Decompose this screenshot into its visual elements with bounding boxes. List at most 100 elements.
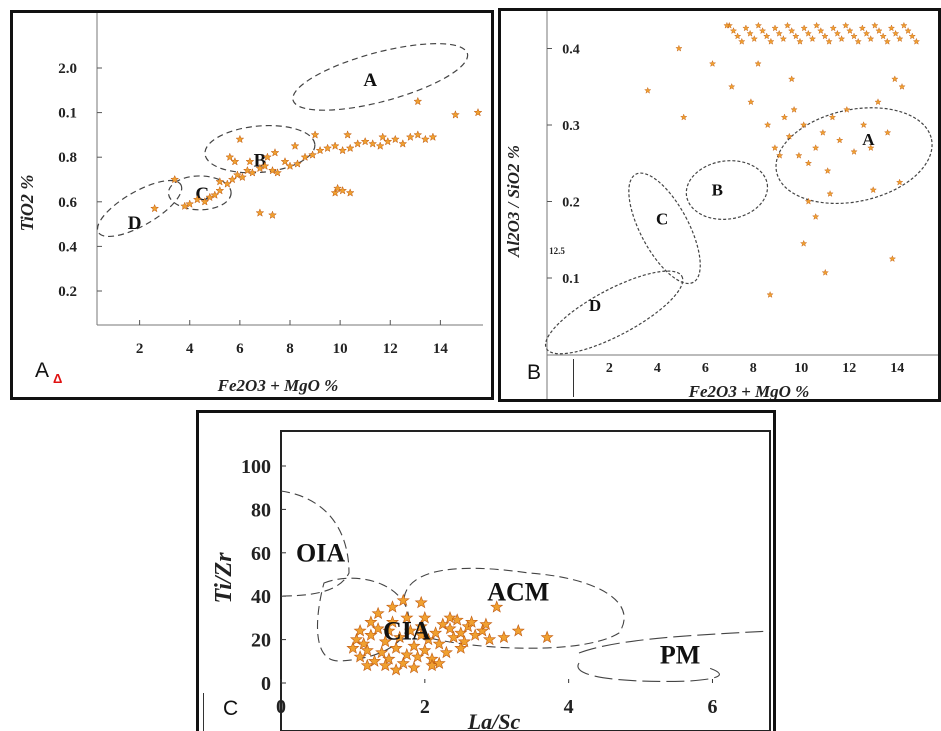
b-point-star: [836, 136, 844, 144]
a-point-star: [242, 165, 252, 175]
a-point-star: [293, 159, 302, 168]
c-point-star: [432, 637, 446, 650]
c-y-tick-label: 60: [251, 543, 271, 565]
b-point-star: [875, 27, 883, 34]
b-point-star: [850, 148, 858, 155]
b-point-star: [819, 128, 827, 136]
a-point-star: [378, 132, 388, 141]
c-point-star: [378, 634, 392, 648]
a-point-star: [315, 145, 325, 155]
b-point-star: [776, 151, 784, 159]
b-point-star: [817, 27, 825, 34]
c-point-star: [389, 641, 403, 654]
a-y-tick-label: 0.2: [58, 284, 77, 300]
c-y-tick-label: 40: [251, 586, 271, 608]
a-point-star: [353, 139, 363, 148]
a-point-star: [333, 183, 343, 193]
b-field-b: [685, 160, 769, 220]
b-point-star: [764, 121, 772, 129]
b-x-tick-label: 10: [794, 361, 808, 376]
c-point-star: [357, 637, 371, 650]
chart-b-svg: 2 4 6 8 10 12 14 0.1 0.2 0.3 0.4 12.5 Fe2O3 + MgO % A…: [504, 11, 938, 399]
a-point-star: [215, 176, 225, 186]
b-point-star: [887, 24, 896, 32]
a-point-star: [413, 130, 423, 139]
a-point-star: [227, 174, 237, 184]
b-field-d: [544, 270, 684, 355]
a-x-axis-title: Fe2O3 + MgO %: [217, 376, 339, 395]
a-field-d: [96, 179, 183, 238]
c-point-star: [457, 634, 471, 648]
a-point-star: [290, 141, 300, 150]
b-point-star: [785, 132, 793, 140]
b-point-star: [788, 75, 796, 83]
c-point-star: [454, 641, 468, 654]
b-point-star: [754, 60, 762, 67]
b-x-tick-label: 2: [606, 361, 613, 376]
c-y-tick-label: 80: [251, 499, 271, 521]
b-point-star: [888, 255, 897, 262]
panel-b-label-box: [573, 359, 574, 397]
c-point-star: [414, 628, 428, 641]
chart-panel-c: 0 2 4 6 0 20 40 60 80 100 La/Sc Ti/Zr OIA CIA ACM PM C: [196, 410, 776, 731]
c-point-star: [475, 624, 489, 637]
c-point-star: [439, 645, 453, 659]
b-x-tick-label: 6: [702, 361, 709, 376]
a-y-tick-label: 0.8: [58, 150, 77, 166]
b-point-star: [779, 35, 787, 42]
b-point-star: [763, 32, 771, 40]
b-point-star: [796, 37, 804, 45]
b-point-star: [908, 32, 916, 40]
a-point-star: [390, 134, 400, 144]
panel-c-label-box: [203, 693, 204, 731]
a-x-tick-label: 12: [383, 341, 398, 357]
c-point-star: [378, 658, 392, 672]
a-point-star: [270, 147, 280, 157]
b-point-star: [874, 98, 882, 106]
b-y-extra-tick-label: 12.5: [549, 246, 565, 256]
a-point-star: [237, 172, 247, 182]
b-field-c: [628, 172, 701, 285]
b-x-tick-label: 4: [654, 361, 661, 376]
b-point-star: [808, 35, 817, 42]
a-point-star: [268, 165, 277, 175]
a-point-star: [330, 188, 340, 197]
a-x-tick-label: 2: [136, 341, 144, 357]
c-point-star: [382, 652, 396, 665]
b-point-star: [800, 239, 808, 247]
a-field-a: [292, 43, 469, 111]
c-point-star: [497, 630, 511, 643]
chart-panel-a: 2 4 6 8 10 12 14 0.2 0.4 0.6 0.8 0.1 2.0 Fe2O3 + MgO …: [10, 10, 494, 400]
b-point-star: [826, 190, 834, 197]
b-y-axis-title: Al2O3 / SiO2 %: [504, 145, 523, 258]
b-field-label-c: C: [656, 209, 668, 228]
b-point-star: [869, 186, 877, 194]
c-point-star: [403, 624, 417, 637]
b-point-star: [728, 83, 736, 90]
b-point-star: [644, 86, 652, 94]
c-point-star: [432, 656, 446, 669]
c-point-star: [360, 658, 374, 672]
b-point-star: [833, 29, 842, 37]
c-point-star: [443, 621, 457, 635]
c-point-star: [371, 606, 385, 620]
b-point-star: [812, 213, 820, 220]
b-point-star: [775, 29, 783, 37]
b-point-star: [860, 121, 868, 129]
c-x-tick-label: 0: [276, 696, 286, 718]
b-point-star: [795, 151, 803, 159]
c-plot-frame: [280, 430, 771, 731]
c-point-star: [407, 660, 421, 674]
a-x-tick-label: 8: [286, 341, 294, 357]
b-point-star: [825, 37, 833, 45]
b-point-star: [912, 37, 921, 45]
a-point-star: [255, 163, 265, 173]
a-point-star: [383, 136, 393, 146]
b-point-star: [708, 60, 717, 67]
a-point-star: [300, 152, 310, 161]
c-point-star: [353, 624, 367, 637]
b-point-star: [862, 29, 871, 37]
c-point-star: [385, 615, 400, 628]
a-field-label-a: A: [363, 70, 377, 91]
